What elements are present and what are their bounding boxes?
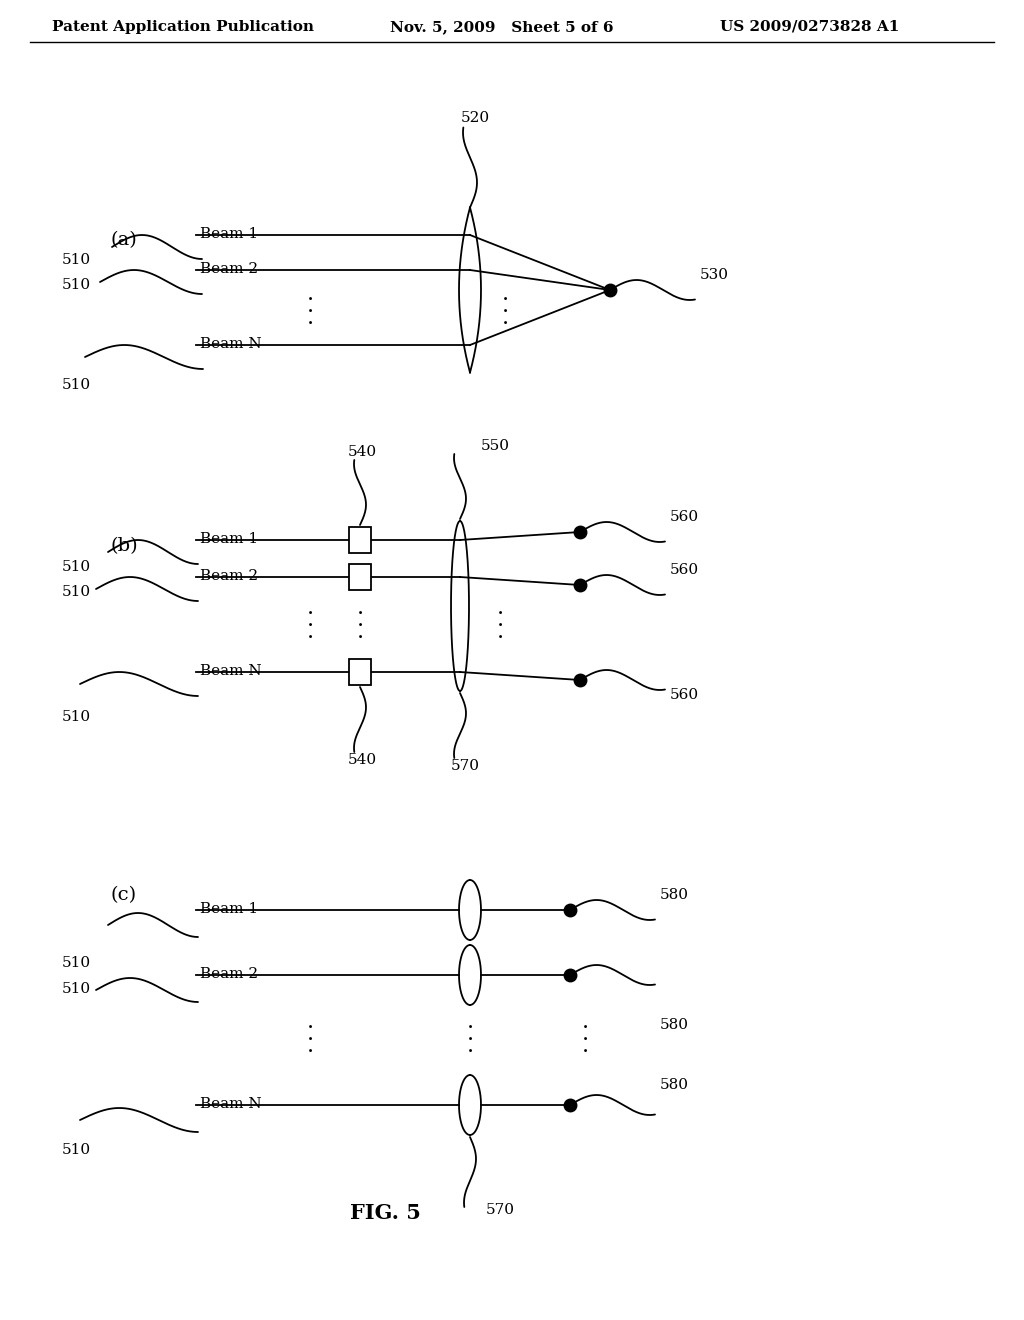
Text: 570: 570 (451, 759, 479, 774)
Text: ·: · (306, 301, 313, 322)
Text: (b): (b) (110, 537, 137, 554)
Text: ·: · (502, 289, 509, 310)
Text: ·: · (582, 1030, 589, 1051)
Text: ·: · (306, 627, 313, 649)
Text: 560: 560 (670, 510, 699, 524)
Text: 520: 520 (461, 111, 489, 124)
Text: 580: 580 (660, 1018, 689, 1032)
Text: ·: · (306, 1016, 313, 1039)
Text: 510: 510 (62, 560, 91, 574)
Text: ·: · (306, 615, 313, 638)
Text: 510: 510 (62, 1143, 91, 1158)
Text: Beam 1: Beam 1 (200, 532, 258, 546)
Text: 550: 550 (480, 440, 510, 453)
Text: ·: · (356, 603, 364, 626)
Text: ·: · (306, 313, 313, 334)
Text: 570: 570 (485, 1203, 514, 1217)
Text: 510: 510 (62, 585, 91, 599)
Text: ·: · (502, 313, 509, 334)
Text: 580: 580 (660, 1078, 689, 1092)
Text: Beam 2: Beam 2 (200, 968, 258, 981)
Text: ·: · (306, 1030, 313, 1051)
Text: ·: · (497, 603, 504, 626)
Text: ·: · (467, 1030, 473, 1051)
Text: Beam 1: Beam 1 (200, 227, 258, 242)
Text: FIG. 5: FIG. 5 (349, 1203, 421, 1224)
Text: ·: · (356, 615, 364, 638)
Text: 580: 580 (660, 888, 689, 902)
Text: ·: · (497, 615, 504, 638)
Text: 530: 530 (700, 268, 729, 282)
Text: 560: 560 (670, 564, 699, 577)
Text: Nov. 5, 2009   Sheet 5 of 6: Nov. 5, 2009 Sheet 5 of 6 (390, 20, 613, 34)
Text: ·: · (497, 627, 504, 649)
Text: 510: 510 (62, 378, 91, 392)
Text: 510: 510 (62, 982, 91, 997)
Bar (349, 659, 371, 685)
Text: (c): (c) (110, 886, 136, 904)
Text: Beam N: Beam N (200, 664, 261, 678)
Text: 540: 540 (347, 752, 377, 767)
Text: US 2009/0273828 A1: US 2009/0273828 A1 (720, 20, 899, 34)
Text: 510: 510 (62, 956, 91, 970)
Text: ·: · (306, 289, 313, 310)
Text: 560: 560 (670, 688, 699, 702)
Text: ·: · (582, 1016, 589, 1039)
Text: ·: · (582, 1041, 589, 1063)
Bar (349, 564, 371, 590)
Text: Beam N: Beam N (200, 337, 261, 351)
Text: Patent Application Publication: Patent Application Publication (52, 20, 314, 34)
Text: ·: · (306, 603, 313, 626)
Text: ·: · (467, 1041, 473, 1063)
Text: (a): (a) (110, 231, 137, 249)
Text: ·: · (306, 1041, 313, 1063)
Text: Beam 2: Beam 2 (200, 569, 258, 583)
Text: 510: 510 (62, 279, 91, 292)
Text: ·: · (467, 1016, 473, 1039)
Text: 510: 510 (62, 253, 91, 267)
Bar (349, 527, 371, 553)
Text: ·: · (356, 627, 364, 649)
Text: Beam 1: Beam 1 (200, 902, 258, 916)
Text: ·: · (502, 301, 509, 322)
Text: Beam N: Beam N (200, 1097, 261, 1111)
Text: 510: 510 (62, 710, 91, 723)
Text: Beam 2: Beam 2 (200, 261, 258, 276)
Text: 540: 540 (347, 445, 377, 459)
